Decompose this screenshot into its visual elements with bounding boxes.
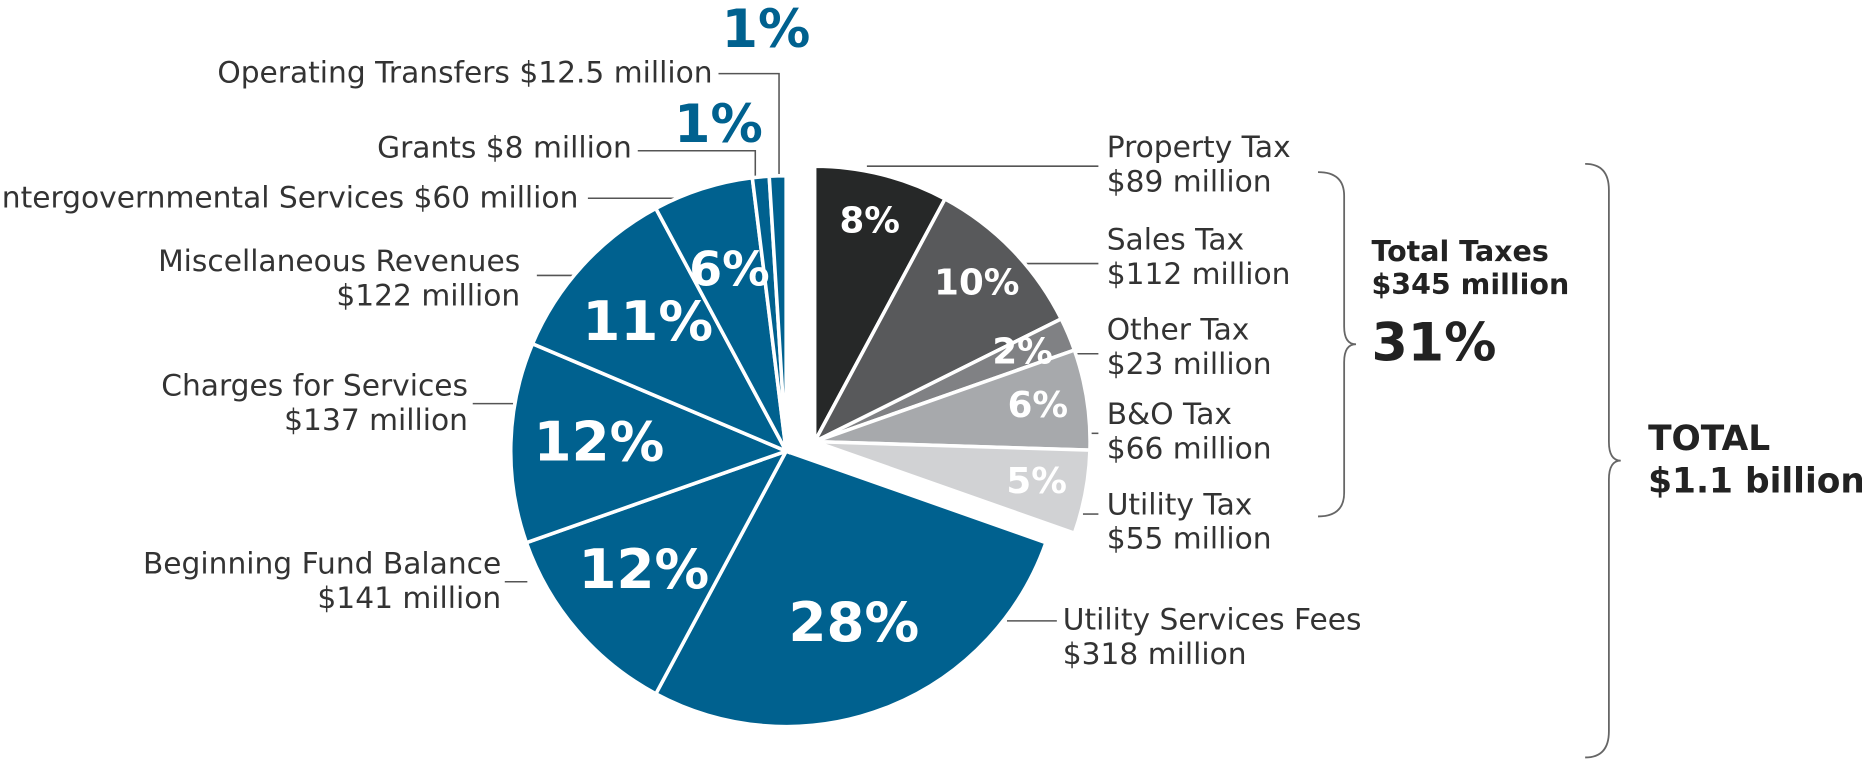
pie-slice xyxy=(524,447,790,697)
category-name: B&O Tax xyxy=(1107,396,1232,431)
category-name: Beginning Fund Balance xyxy=(143,546,501,581)
category-amount: $137 million xyxy=(284,402,468,437)
category-amount: $112 million xyxy=(1107,256,1291,291)
category-amount: $66 million xyxy=(1107,430,1272,465)
percent-label: 28% xyxy=(788,590,919,654)
percent-label: 6% xyxy=(1008,385,1068,426)
pie-slice xyxy=(810,196,1064,446)
category-amount: $12.5 million xyxy=(519,54,712,89)
taxes-title: Total Taxes xyxy=(1371,235,1548,268)
total-title: TOTAL xyxy=(1648,419,1770,459)
percent-label: 8% xyxy=(840,201,900,242)
category-name: Property Tax xyxy=(1107,129,1291,164)
category-name: Operating Transfers xyxy=(217,54,510,89)
percent-label: 1% xyxy=(722,0,811,60)
pie-slice xyxy=(767,173,788,452)
category-amount: $122 million xyxy=(336,277,520,312)
category-name: Intergovernmental Services xyxy=(0,179,404,214)
percent-label: 2% xyxy=(992,332,1052,373)
category-amount: $318 million xyxy=(1063,636,1247,671)
category-name: Miscellaneous Revenues xyxy=(158,243,520,278)
leader-line xyxy=(718,72,780,181)
category-amount: $141 million xyxy=(317,580,501,615)
taxes-percent: 31% xyxy=(1371,314,1496,374)
category-amount: $55 million xyxy=(1107,521,1272,556)
category-name: Other Tax xyxy=(1107,312,1250,347)
category-amount: $60 million xyxy=(413,179,578,214)
category-name: Utility Tax xyxy=(1107,486,1253,521)
percent-label: 12% xyxy=(534,410,665,474)
pie-slice xyxy=(653,448,1049,729)
total-amount: $1.1 billion xyxy=(1648,462,1862,502)
category-name: Grants xyxy=(377,129,476,164)
category-label: Intergovernmental Services $60 million xyxy=(0,179,578,214)
category-name: Charges for Services xyxy=(161,368,468,403)
category-label: Operating Transfers $12.5 million xyxy=(217,54,712,89)
pie xyxy=(508,164,1092,729)
leader-line xyxy=(637,150,757,181)
category-name: Utility Services Fees xyxy=(1063,601,1362,636)
leader-lines xyxy=(472,72,1099,622)
category-label: Grants $8 million xyxy=(377,129,632,164)
pie-slice xyxy=(812,164,948,443)
taxes-bracket xyxy=(1318,171,1357,518)
spacer xyxy=(404,179,413,214)
percent-label: 5% xyxy=(1006,461,1066,502)
category-amount: $23 million xyxy=(1107,346,1272,381)
taxes-amount: $345 million xyxy=(1371,268,1569,301)
pie-slice xyxy=(530,206,791,455)
pie-slice xyxy=(508,341,792,545)
spacer xyxy=(476,129,485,164)
percent-label: 12% xyxy=(579,537,710,601)
percent-label: 11% xyxy=(582,289,713,353)
spacer xyxy=(510,54,519,89)
percent-label: 6% xyxy=(689,243,770,298)
percent-label: 1% xyxy=(674,95,763,155)
category-name: Sales Tax xyxy=(1107,222,1244,257)
total-bracket xyxy=(1585,162,1621,759)
category-amount: $89 million xyxy=(1107,163,1272,198)
percent-label: 10% xyxy=(934,262,1019,303)
pie-slice xyxy=(814,439,1092,536)
category-amount: $8 million xyxy=(486,129,632,164)
